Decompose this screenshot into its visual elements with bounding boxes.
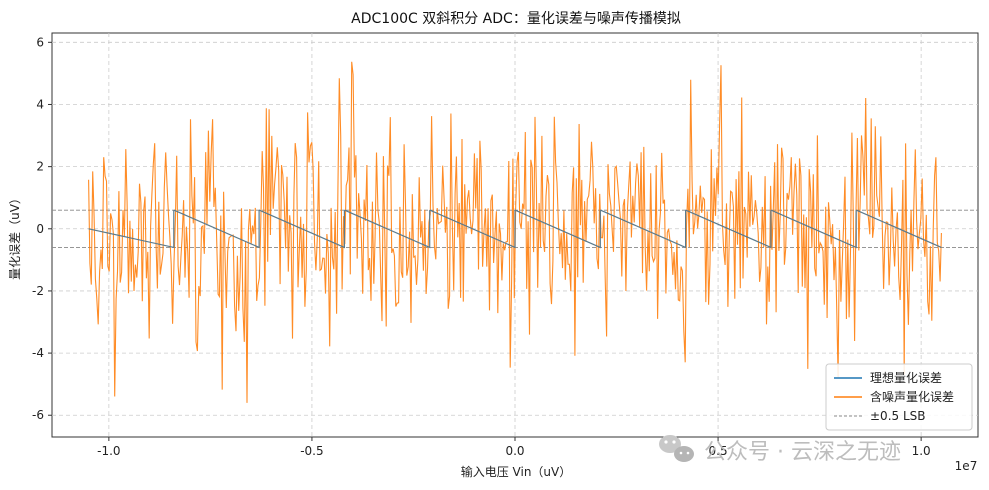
y-axis-ticks: -6 -4 -2 0 2 4 6 — [32, 35, 52, 422]
plot-area — [51, 32, 979, 438]
x-axis-ticks: -1.0 -0.5 0.0 0.5 1.0 — [97, 437, 931, 458]
watermark: 公众号 · 云深之无迹 — [659, 435, 901, 465]
x-tick-label: -0.5 — [300, 444, 323, 458]
y-axis-label: 量化误差（uV） — [8, 192, 22, 280]
y-tick-label: 2 — [36, 160, 44, 174]
y-tick-label: -2 — [32, 284, 44, 298]
series-line-noisy — [88, 61, 942, 403]
wechat-icon — [659, 435, 694, 462]
series-line-ideal — [88, 209, 942, 249]
legend-label-noisy: 含噪声量化误差 — [870, 389, 954, 404]
y-tick-label: -6 — [32, 408, 44, 422]
x-tick-label: 1.0 — [912, 444, 931, 458]
legend-box — [825, 363, 973, 431]
legend: 理想量化误差 含噪声量化误差 ±0.5 LSB — [825, 363, 973, 431]
y-tick-label: 6 — [36, 35, 44, 49]
x-tick-label: 0.5 — [709, 444, 728, 458]
series-layer — [88, 61, 942, 403]
legend-label-lsb: ±0.5 LSB — [870, 409, 926, 423]
watermark-text: 公众号 · 云深之无迹 — [704, 440, 901, 465]
legend-label-ideal: 理想量化误差 — [870, 370, 942, 385]
y-tick-label: -4 — [32, 346, 44, 360]
x-tick-label: 0.0 — [505, 444, 524, 458]
x-offset-label: 1e7 — [955, 459, 978, 473]
y-tick-label: 4 — [36, 97, 44, 111]
y-tick-label: 0 — [36, 222, 44, 236]
x-tick-label: -1.0 — [97, 444, 120, 458]
chart-title: ADC100C 双斜积分 ADC：量化误差与噪声传播模拟 — [351, 11, 681, 27]
x-axis-label: 输入电压 Vin（uV） — [461, 464, 572, 479]
